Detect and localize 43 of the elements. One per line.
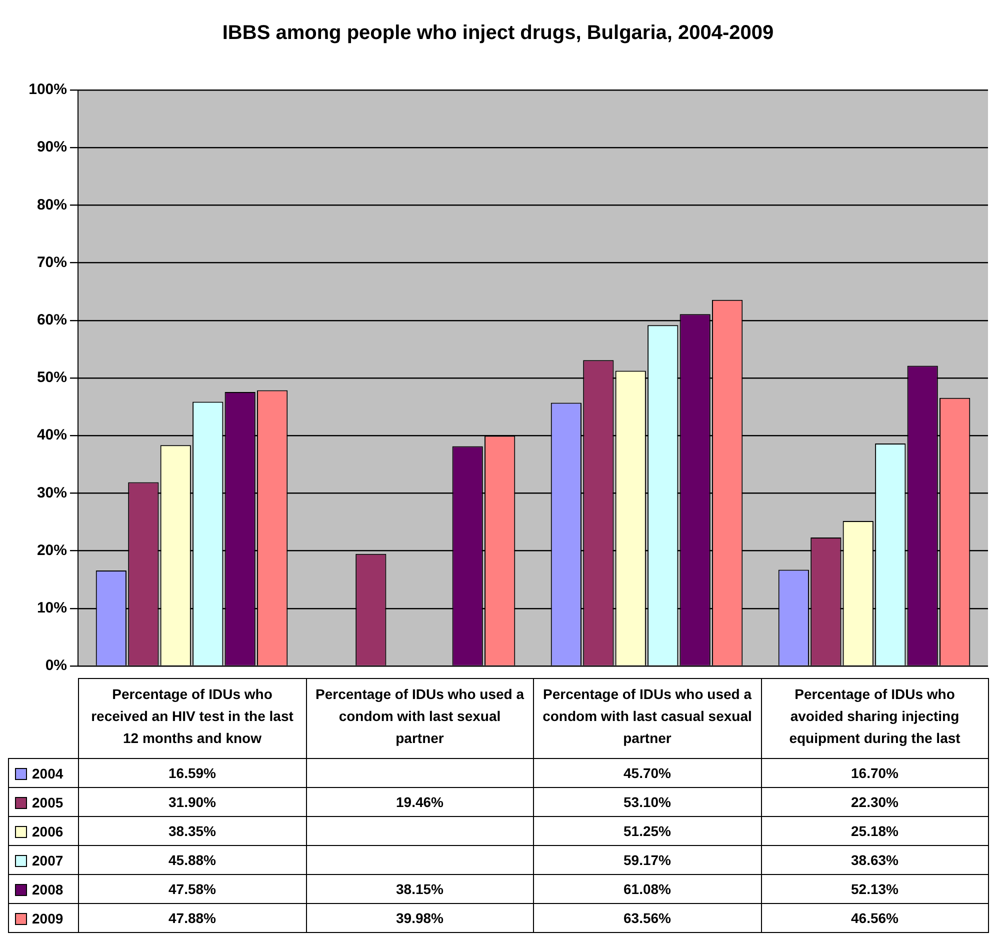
y-tick-label: 60% — [36, 312, 67, 329]
data-label: 45.70% — [534, 758, 761, 788]
data-label: 47.58% — [78, 874, 306, 904]
data-label: 16.59% — [78, 758, 306, 788]
data-label: 38.35% — [78, 816, 306, 846]
data-label: 52.13% — [761, 874, 988, 904]
y-tick-label: 20% — [36, 542, 67, 559]
y-tick-label: 10% — [36, 600, 67, 617]
legend-label: 2005 — [32, 794, 64, 811]
y-tick-label: 90% — [36, 138, 67, 156]
data-label: 53.10% — [534, 788, 761, 816]
data-label: 63.56% — [534, 904, 761, 932]
x-tick-label: Percentage of IDUs who used a condom with last sexual partner — [306, 678, 534, 758]
chart-title: IBBS among people who inject drugs, Bulgaria, 2004-2009 — [221, 21, 775, 46]
legend-label: 2006 — [32, 824, 64, 840]
y-tick-label: 40% — [36, 426, 67, 444]
data-label: 39.98% — [306, 904, 534, 932]
y-tick-label: 80% — [36, 196, 67, 214]
y-tick-label: 30% — [36, 484, 67, 502]
data-label: 16.70% — [761, 758, 988, 788]
data-label: 45.88% — [78, 846, 306, 874]
y-tick-label: 100% — [28, 81, 67, 98]
data-label: 19.46% — [306, 788, 534, 816]
legend-label: 2004 — [32, 766, 64, 782]
x-tick-label: Percentage of IDUs who avoided sharing injecting equipment during the last — [761, 678, 988, 758]
y-tick-label: 70% — [36, 254, 67, 271]
x-tick-label: Percentage of IDUs who used a condom with last casual sexual partner — [534, 678, 761, 758]
data-label: 38.15% — [306, 874, 534, 904]
data-label: 59.17% — [534, 846, 761, 874]
legend-label: 2009 — [32, 910, 64, 927]
x-tick-label: Percentage of IDUs who received an HIV test in the last 12 months and know — [78, 678, 306, 758]
data-label: 31.90% — [78, 788, 306, 816]
data-label: 51.25% — [534, 816, 761, 846]
data-label: 22.30% — [761, 788, 988, 816]
y-tick-label: 50% — [36, 369, 67, 386]
data-label: 38.63% — [761, 846, 988, 874]
y-tick-label: 0% — [45, 657, 67, 674]
legend-label: 2007 — [32, 852, 64, 869]
data-label: 46.56% — [761, 904, 988, 932]
data-label: 25.18% — [761, 816, 988, 846]
legend-label: 2008 — [32, 882, 64, 898]
data-label: 47.88% — [78, 904, 306, 932]
data-label: 61.08% — [534, 874, 761, 904]
